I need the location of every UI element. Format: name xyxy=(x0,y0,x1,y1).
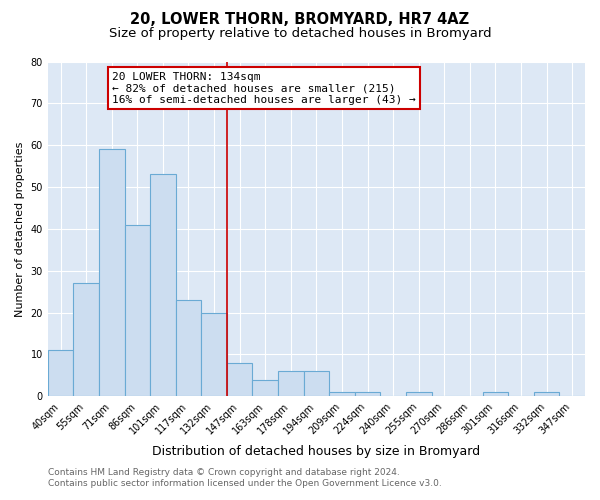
Bar xyxy=(253,380,278,396)
Bar xyxy=(99,150,125,396)
Text: 20, LOWER THORN, BROMYARD, HR7 4AZ: 20, LOWER THORN, BROMYARD, HR7 4AZ xyxy=(130,12,470,28)
Bar xyxy=(482,392,508,396)
Bar xyxy=(406,392,431,396)
Text: Contains HM Land Registry data © Crown copyright and database right 2024.
Contai: Contains HM Land Registry data © Crown c… xyxy=(48,468,442,487)
Bar xyxy=(73,284,99,397)
Text: Size of property relative to detached houses in Bromyard: Size of property relative to detached ho… xyxy=(109,28,491,40)
Bar xyxy=(227,363,253,396)
Bar xyxy=(304,371,329,396)
Bar xyxy=(125,224,150,396)
X-axis label: Distribution of detached houses by size in Bromyard: Distribution of detached houses by size … xyxy=(152,444,481,458)
Bar xyxy=(355,392,380,396)
Y-axis label: Number of detached properties: Number of detached properties xyxy=(15,141,25,316)
Bar xyxy=(534,392,559,396)
Text: 20 LOWER THORN: 134sqm
← 82% of detached houses are smaller (215)
16% of semi-de: 20 LOWER THORN: 134sqm ← 82% of detached… xyxy=(112,72,416,104)
Bar xyxy=(201,312,227,396)
Bar xyxy=(48,350,73,397)
Bar xyxy=(278,371,304,396)
Bar xyxy=(150,174,176,396)
Bar xyxy=(329,392,355,396)
Bar xyxy=(176,300,201,396)
